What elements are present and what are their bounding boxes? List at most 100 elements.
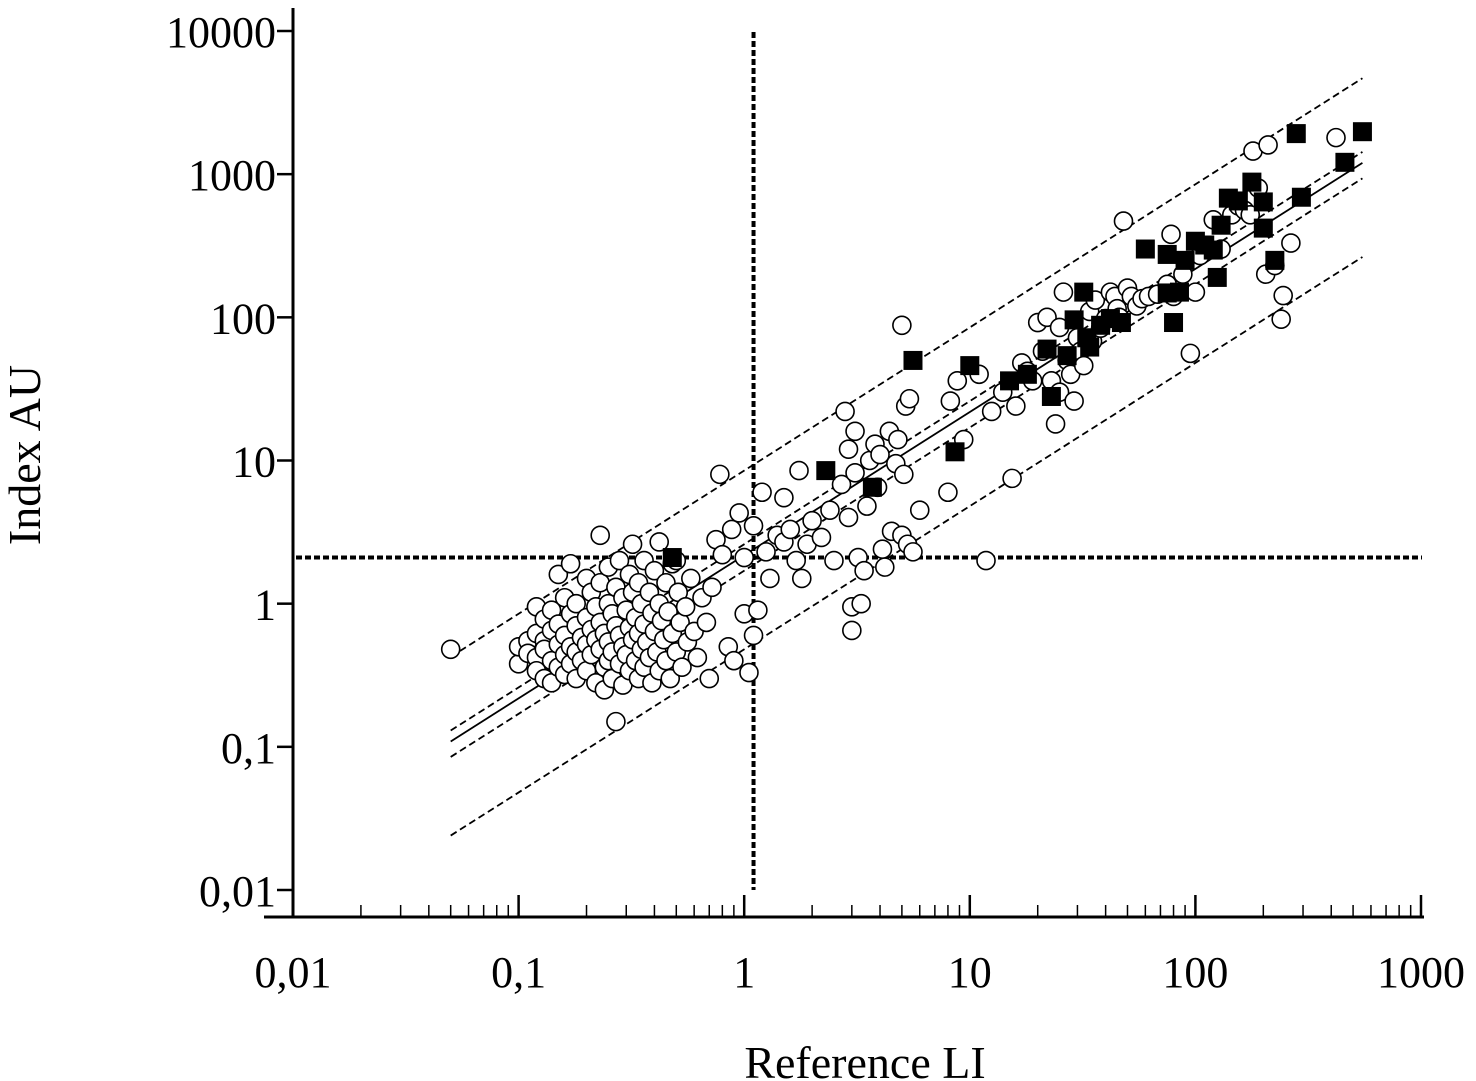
open-circle-point	[909, 500, 930, 520]
filled-square-point	[1169, 282, 1189, 302]
y-axis-title: Index AU	[0, 365, 50, 545]
open-circle-point	[672, 657, 692, 677]
filled-square-point	[1291, 187, 1311, 207]
open-circle-point	[743, 625, 764, 646]
x-axis-title: Reference LI	[744, 1037, 985, 1081]
open-circle-point	[820, 500, 840, 520]
tick-marks	[277, 29, 1423, 917]
filled-square-point	[1286, 124, 1306, 144]
open-circle-point	[870, 444, 890, 465]
open-circle-point	[976, 550, 996, 571]
open-circle-point	[710, 464, 730, 485]
filled-square-point	[1074, 282, 1094, 302]
filled-square-point	[1352, 122, 1372, 142]
open-circle-point	[566, 593, 586, 614]
open-circle-point	[724, 650, 744, 671]
x-tick-label: 1	[733, 948, 755, 997]
open-circle-point	[748, 600, 768, 621]
open-circle-point	[938, 482, 958, 503]
open-circle-point	[854, 560, 874, 581]
open-circle-point	[622, 534, 643, 555]
open-circle-point	[675, 597, 696, 617]
filled-square-point	[903, 350, 923, 370]
filled-square-point	[1207, 267, 1227, 287]
open-circle-point	[824, 550, 844, 571]
open-circle-point	[791, 568, 812, 589]
x-tick-label: 0,1	[491, 948, 546, 997]
open-circle-point	[899, 388, 920, 409]
y-tick-label: 100	[210, 294, 276, 343]
open-circle-point	[734, 547, 755, 568]
filled-square-point	[1175, 250, 1195, 270]
tick-labels: 0,01 0,1 1 10 100 1000 0,01 0,1 1 10 100 1000 10000	[166, 8, 1465, 997]
x-tick-label: 10	[948, 948, 992, 997]
data-points	[440, 122, 1372, 732]
open-circle-point	[774, 487, 794, 508]
open-circle-point	[780, 519, 801, 540]
filled-square-point	[816, 461, 836, 481]
open-circle-point	[1281, 233, 1301, 253]
filled-square-point	[1211, 215, 1231, 235]
filled-square-point	[1253, 192, 1273, 212]
filled-square-point	[1041, 386, 1061, 406]
open-circle-point	[756, 542, 776, 562]
open-circle-point	[831, 474, 852, 495]
open-circle-point	[560, 553, 581, 574]
filled-square-point	[1157, 244, 1177, 264]
open-circle-point	[1273, 285, 1293, 306]
open-circle-point	[903, 542, 923, 562]
open-circle-point	[681, 568, 701, 589]
open-circle-point	[721, 519, 742, 540]
open-circle-point	[1180, 343, 1201, 364]
open-circle-point	[440, 639, 461, 660]
y-tick-label: 0,1	[221, 724, 276, 773]
filled-square-point	[1017, 364, 1037, 384]
open-circle-point	[649, 532, 670, 552]
open-circle-point	[696, 612, 717, 633]
open-circle-point	[548, 564, 569, 585]
x-tick-label: 0,01	[255, 948, 332, 997]
open-circle-point	[789, 460, 809, 481]
open-circle-point	[1258, 135, 1278, 155]
open-circle-point	[845, 463, 865, 483]
filled-square-point	[1111, 313, 1131, 333]
open-circle-point	[838, 507, 859, 528]
open-circle-point	[892, 315, 912, 336]
open-circle-point	[838, 439, 859, 459]
open-circle-point	[1271, 309, 1291, 330]
filled-square-point	[945, 442, 965, 462]
x-tick-label: 1000	[1377, 948, 1465, 997]
open-circle-point	[872, 539, 893, 560]
y-tick-label: 0,01	[199, 867, 276, 916]
open-circle-point	[940, 391, 961, 411]
filled-square-point	[1000, 371, 1020, 391]
y-tick-label: 1	[254, 581, 276, 630]
y-tick-label: 10	[232, 438, 276, 487]
open-circle-point	[609, 550, 630, 571]
open-circle-point	[811, 527, 832, 548]
filled-square-point	[1080, 337, 1100, 357]
open-circle-point	[1161, 224, 1181, 245]
filled-square-point	[1265, 250, 1285, 270]
y-tick-label: 10000	[166, 8, 276, 57]
open-circle-point	[1053, 282, 1074, 302]
filled-square-point	[960, 356, 980, 376]
open-circle-point	[857, 496, 877, 516]
open-circle-point	[590, 525, 611, 546]
open-circle-point	[981, 401, 1002, 422]
open-circle-point	[712, 544, 733, 565]
x-tick-label: 100	[1162, 948, 1228, 997]
filled-square-point	[1203, 240, 1223, 260]
open-circle-point	[1073, 355, 1094, 376]
open-circle-point	[786, 550, 806, 571]
axes	[264, 8, 1424, 919]
open-circle-point	[660, 668, 681, 689]
open-circle-point	[1002, 468, 1022, 489]
open-circle-point	[752, 482, 772, 503]
filled-square-point	[1335, 152, 1355, 172]
open-circle-point	[835, 401, 855, 422]
open-circle-point	[851, 593, 871, 614]
filled-square-point	[1037, 339, 1057, 359]
open-circle-point	[743, 515, 764, 536]
